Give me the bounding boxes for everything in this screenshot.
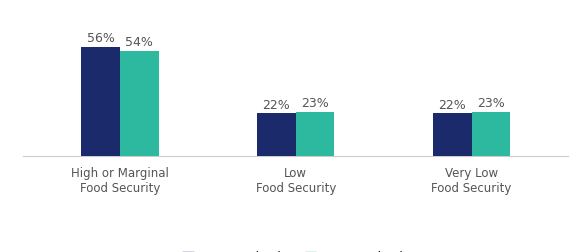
Bar: [296, 112, 335, 156]
Legend: 4-year Schools, 2-year Schools: 4-year Schools, 2-year Schools: [177, 246, 414, 252]
Text: 54%: 54%: [125, 36, 153, 49]
Bar: [472, 112, 510, 156]
Bar: [81, 47, 120, 156]
Text: 56%: 56%: [86, 33, 114, 45]
Text: 23%: 23%: [301, 97, 329, 110]
Text: 23%: 23%: [477, 97, 505, 110]
Bar: [120, 51, 158, 156]
Text: 22%: 22%: [438, 99, 466, 112]
Bar: [257, 113, 296, 156]
Bar: [433, 113, 472, 156]
Text: 22%: 22%: [263, 99, 291, 112]
